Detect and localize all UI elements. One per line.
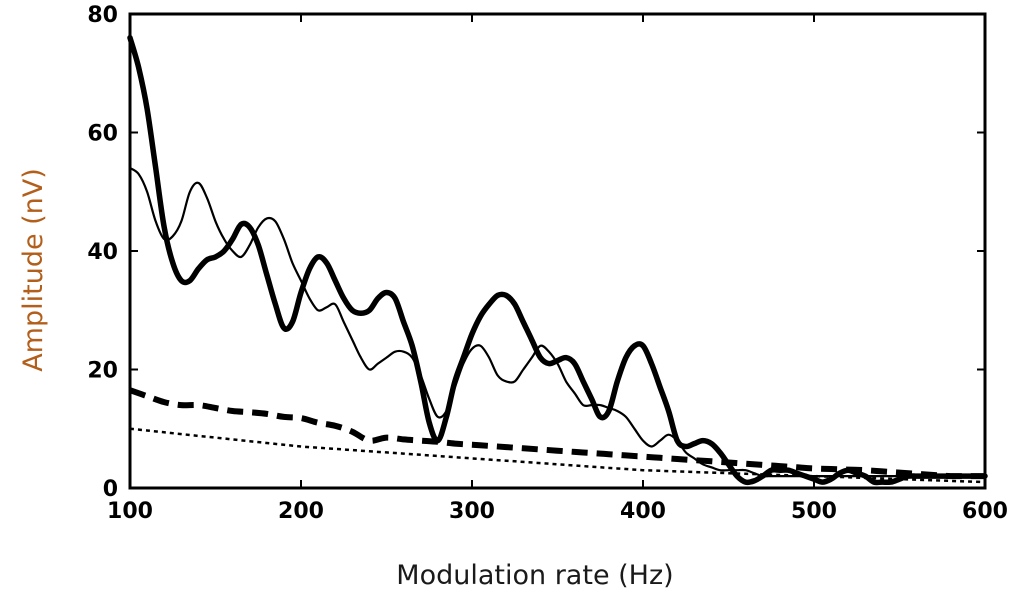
series-line-1-thick-solid (127, 34, 988, 486)
y-tick-label: 60 (87, 122, 118, 147)
x-tick-label: 400 (620, 499, 666, 524)
x-tick-label: 300 (449, 499, 495, 524)
y-tick-label: 0 (103, 477, 118, 502)
ticks-layer: 0 20 40 60 80 100 200 300 400 500 600 (87, 3, 1008, 524)
x-tick-label: 500 (791, 499, 837, 524)
series-layer (127, 34, 988, 486)
series-line-2-thin-solid (128, 166, 987, 478)
y-tick-label: 20 (87, 359, 118, 384)
x-axis-title: Modulation rate (Hz) (396, 560, 673, 591)
series-line-4-dotted (129, 427, 986, 484)
y-axis-title: Amplitude (nV) (18, 168, 49, 372)
x-tick-label: 200 (278, 499, 324, 524)
y-tick-label: 80 (87, 3, 118, 28)
series-line-3-thick-dashed (128, 387, 985, 480)
y-tick-label: 40 (87, 240, 118, 265)
x-tick-label: 600 (962, 499, 1008, 524)
x-tick-label: 100 (107, 499, 153, 524)
